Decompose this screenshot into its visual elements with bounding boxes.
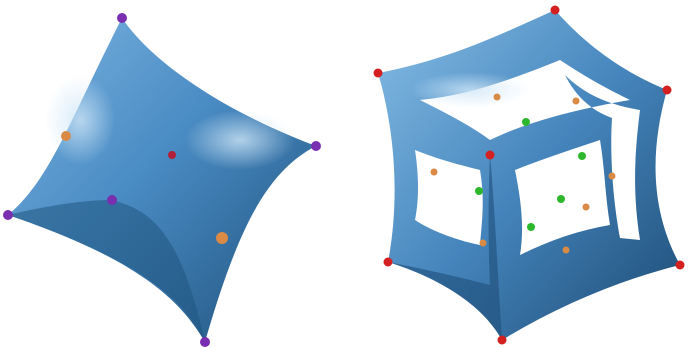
dot <box>480 240 487 247</box>
dot <box>3 210 13 220</box>
right-surface <box>374 6 685 345</box>
left-body <box>8 18 316 342</box>
dot <box>486 151 495 160</box>
dot <box>578 152 586 160</box>
dot <box>583 204 590 211</box>
dot <box>117 13 127 23</box>
dot <box>527 223 535 231</box>
left-highlight <box>185 110 295 170</box>
dot <box>384 258 393 267</box>
dot <box>200 337 210 347</box>
dot <box>676 261 685 270</box>
dot <box>663 86 672 95</box>
dot <box>168 151 176 159</box>
dot <box>563 247 570 254</box>
dot <box>431 169 438 176</box>
left-surface <box>3 13 321 347</box>
dot <box>107 195 117 205</box>
dot <box>494 94 501 101</box>
left-highlight <box>45 75 115 165</box>
scene <box>0 0 689 348</box>
dot <box>374 69 383 78</box>
dot <box>311 141 321 151</box>
dot <box>498 336 507 345</box>
right-highlight <box>410 72 530 108</box>
dot <box>522 118 530 126</box>
dot <box>61 131 71 141</box>
dot <box>551 6 560 15</box>
right-body <box>378 10 680 340</box>
dot <box>557 195 565 203</box>
dot <box>216 232 228 244</box>
dot <box>475 187 483 195</box>
dot <box>609 173 616 180</box>
dot <box>573 98 580 105</box>
